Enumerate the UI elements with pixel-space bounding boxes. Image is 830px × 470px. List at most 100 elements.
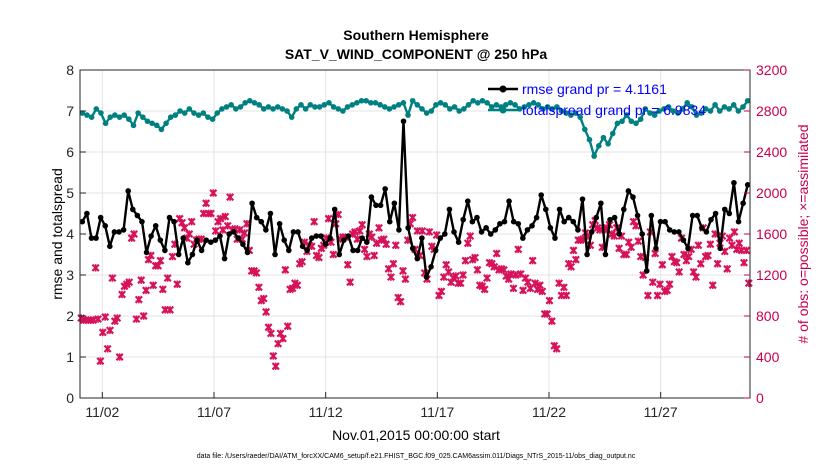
rmse-point bbox=[565, 214, 572, 221]
rmse-point bbox=[148, 233, 154, 239]
rmse-point bbox=[437, 235, 444, 241]
totalspread-point bbox=[740, 104, 746, 110]
totalspread-point bbox=[568, 112, 574, 118]
x-axis: 11/02 11/07 11/12 11/17 11/22 11/27 bbox=[85, 392, 678, 420]
right-tick-label: 1600 bbox=[756, 226, 787, 242]
rmse-point bbox=[166, 214, 173, 221]
totalspread-point bbox=[535, 102, 542, 108]
rmse-point bbox=[322, 241, 329, 248]
totalspread-point bbox=[544, 104, 551, 110]
rmse-point bbox=[492, 227, 499, 233]
rmse-point bbox=[662, 218, 668, 225]
chart-title: Southern Hemisphere bbox=[343, 27, 489, 43]
totalspread-point bbox=[661, 106, 667, 112]
left-tick-label: 0 bbox=[66, 390, 74, 406]
rmse-point bbox=[657, 218, 664, 225]
totalspread-point bbox=[549, 106, 556, 112]
obs-point bbox=[98, 328, 107, 337]
totalspread-point bbox=[605, 141, 611, 147]
rmse-point bbox=[676, 229, 682, 235]
totalspread-point bbox=[712, 102, 718, 108]
totalspread-point bbox=[144, 118, 151, 125]
totalspread-point bbox=[186, 106, 193, 112]
obs-point bbox=[298, 257, 307, 266]
obs-point bbox=[655, 280, 664, 289]
obs-point bbox=[401, 275, 410, 284]
totalspread-point bbox=[209, 116, 216, 122]
obs-point bbox=[216, 214, 225, 223]
totalspread-point bbox=[112, 112, 118, 118]
rmse-point bbox=[299, 243, 306, 250]
rmse-point bbox=[634, 212, 641, 219]
totalspread-point bbox=[707, 108, 714, 114]
totalspread-point bbox=[470, 97, 476, 104]
obs-point bbox=[466, 232, 475, 241]
totalspread-point bbox=[726, 106, 732, 112]
rmse-point bbox=[84, 210, 90, 217]
obs-point bbox=[694, 241, 703, 250]
rmse-point bbox=[529, 223, 535, 229]
totalspread-point bbox=[195, 112, 202, 118]
totalspread-point bbox=[149, 120, 155, 127]
totalspread-point bbox=[349, 102, 355, 108]
rmse-point bbox=[286, 247, 292, 254]
rmse-point bbox=[648, 212, 655, 219]
obs-point bbox=[209, 189, 218, 197]
obs-point bbox=[266, 329, 275, 338]
obs-point bbox=[166, 305, 175, 314]
obs-point bbox=[156, 256, 165, 265]
rmse-point bbox=[653, 245, 659, 252]
totalspread-point bbox=[475, 100, 481, 106]
obs-point bbox=[490, 262, 499, 271]
rmse-point bbox=[88, 235, 95, 241]
obs-point bbox=[118, 290, 127, 299]
left-tick-label: 4 bbox=[66, 226, 74, 242]
obs-point bbox=[240, 228, 249, 237]
totalspread-point bbox=[461, 106, 467, 112]
rmse-point bbox=[400, 118, 407, 125]
totalspread-point bbox=[554, 104, 560, 110]
obs-point bbox=[459, 271, 468, 279]
totalspread-point bbox=[293, 106, 300, 112]
x-tick-label: 11/07 bbox=[197, 404, 231, 420]
obs-point bbox=[463, 239, 472, 248]
rmse-point bbox=[198, 247, 205, 254]
totalspread-point bbox=[577, 114, 583, 120]
totalspread-point bbox=[526, 102, 532, 108]
obs-point bbox=[437, 287, 446, 296]
totalspread-point bbox=[521, 104, 528, 110]
obs-point bbox=[675, 267, 684, 276]
rmse-point bbox=[579, 196, 586, 202]
x-tick-label: 11/27 bbox=[644, 404, 678, 420]
rmse-point bbox=[542, 206, 549, 213]
obs-point bbox=[451, 272, 460, 281]
obs-point bbox=[125, 278, 134, 287]
obs-point bbox=[708, 281, 717, 290]
obs-point bbox=[396, 297, 405, 306]
totalspread-point bbox=[177, 108, 183, 114]
totalspread-point bbox=[242, 100, 248, 106]
totalspread-point bbox=[609, 130, 616, 137]
totalspread-point bbox=[493, 102, 500, 108]
right-tick-label: 0 bbox=[756, 390, 764, 406]
obs-point bbox=[408, 213, 417, 222]
obs-point bbox=[735, 239, 744, 248]
rmse-point bbox=[263, 227, 269, 233]
obs-point bbox=[615, 244, 624, 253]
rmse-series bbox=[79, 118, 751, 280]
rmse-point bbox=[487, 231, 494, 237]
rmse-point bbox=[469, 218, 476, 225]
obs-point bbox=[471, 253, 480, 262]
rmse-point bbox=[207, 239, 214, 245]
totalspread-point bbox=[228, 102, 235, 108]
left-tick-label: 8 bbox=[66, 62, 74, 78]
obs-point bbox=[211, 226, 220, 235]
legend: rmse grand pr = 4.1161 totalspread grand… bbox=[488, 81, 706, 118]
obs-point bbox=[658, 260, 667, 269]
rmse-point bbox=[97, 214, 104, 221]
obs-point bbox=[552, 344, 561, 353]
rmse-point bbox=[712, 210, 719, 217]
obs-point bbox=[254, 283, 263, 292]
rmse-point bbox=[125, 188, 131, 194]
x-tick-label: 11/02 bbox=[85, 404, 119, 420]
